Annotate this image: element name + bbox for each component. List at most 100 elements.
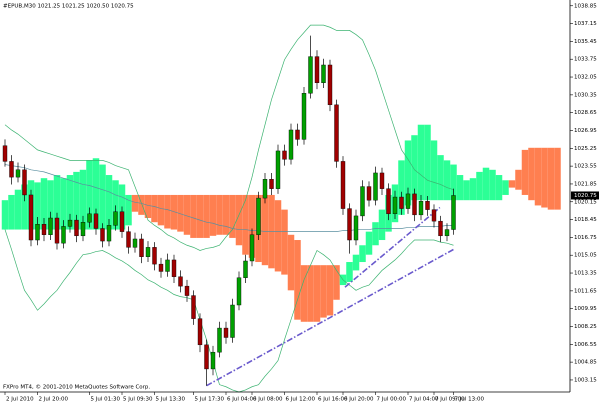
cloud-bar bbox=[417, 124, 425, 201]
candle-body bbox=[35, 224, 40, 241]
cloud-bar bbox=[463, 180, 470, 201]
cloud-bar bbox=[170, 194, 178, 230]
candle-body bbox=[282, 150, 287, 160]
x-tick-label: 5 Jul 09:30 bbox=[123, 397, 153, 403]
cloud-bar bbox=[495, 175, 503, 201]
cloud-bar bbox=[92, 158, 100, 230]
x-tick-label: 7 Jul 09:00 bbox=[435, 397, 465, 403]
candle-body bbox=[249, 234, 255, 262]
cloud-bar bbox=[443, 160, 451, 201]
cloud-bar bbox=[476, 171, 483, 201]
candle-body bbox=[139, 238, 144, 257]
cloud-bar bbox=[489, 169, 496, 201]
cloud-bar bbox=[313, 265, 321, 322]
candle-body bbox=[184, 285, 190, 296]
x-tick-label: 6 Jul 04:00 bbox=[227, 397, 257, 403]
cloud-bar bbox=[196, 194, 204, 238]
candle-body bbox=[126, 231, 131, 248]
cloud-bar bbox=[190, 194, 197, 238]
cloud-bar bbox=[248, 194, 256, 258]
candle-body bbox=[61, 226, 66, 244]
cloud-bar bbox=[21, 184, 28, 230]
cloud-bar bbox=[307, 265, 314, 322]
candle-body bbox=[132, 238, 138, 248]
indicator-line bbox=[4, 164, 454, 232]
candle-body bbox=[2, 145, 8, 162]
candle-body bbox=[217, 327, 222, 353]
x-tick-label: 7 Jul 04:00 bbox=[409, 397, 439, 403]
candle-body bbox=[269, 179, 274, 189]
cloud-bar bbox=[222, 194, 230, 235]
cloud-bar bbox=[541, 147, 548, 208]
candle-body bbox=[347, 208, 352, 241]
cloud-bar bbox=[60, 178, 67, 230]
cloud-bar bbox=[242, 194, 249, 255]
cloud-bar bbox=[528, 147, 535, 201]
candle-body bbox=[399, 196, 404, 209]
cloud-bar bbox=[209, 194, 217, 236]
candle-body bbox=[451, 195, 456, 230]
y-tick-label: 1018.45 bbox=[574, 217, 597, 223]
cloud-bar bbox=[8, 194, 15, 230]
candle-body bbox=[288, 129, 294, 160]
candle-body bbox=[171, 259, 177, 277]
x-tick-label: 2 Jul 20:00 bbox=[39, 397, 69, 403]
candle-body bbox=[119, 211, 125, 232]
candle-body bbox=[145, 247, 151, 257]
cloud-bar bbox=[73, 171, 80, 230]
cloud-bar bbox=[151, 194, 158, 223]
candle-body bbox=[191, 295, 196, 319]
y-tick-label: 1016.75 bbox=[574, 235, 597, 241]
cloud-bar bbox=[125, 194, 132, 226]
candle-body bbox=[15, 169, 21, 178]
candle-body bbox=[386, 188, 391, 215]
candle-body bbox=[223, 327, 229, 338]
candle-body bbox=[405, 193, 411, 209]
cloud-bar bbox=[404, 140, 412, 206]
cloud-bar bbox=[40, 178, 48, 230]
candle-body bbox=[262, 179, 268, 199]
candle-body bbox=[113, 211, 118, 226]
cloud-bar bbox=[378, 209, 386, 241]
cloud-bar bbox=[482, 167, 490, 201]
y-tick-label: 1026.95 bbox=[574, 128, 597, 134]
y-tick-label: 1006.55 bbox=[574, 342, 597, 348]
candle-body bbox=[28, 194, 34, 241]
candle-body bbox=[48, 217, 53, 235]
trend-line bbox=[344, 206, 441, 288]
x-tick-label: 5 Jul 13:30 bbox=[156, 397, 186, 403]
cloud-bar bbox=[66, 175, 74, 230]
candle-body bbox=[165, 259, 170, 272]
candle-body bbox=[425, 201, 430, 210]
cloud-bar bbox=[294, 240, 301, 320]
x-tick-label: 2 Jul 2010 bbox=[6, 397, 34, 403]
candle-body bbox=[152, 247, 157, 265]
x-tick-label: 5 Jul 17:30 bbox=[195, 397, 225, 403]
candle-body bbox=[340, 161, 346, 209]
y-tick-label: 1023.55 bbox=[574, 164, 597, 170]
indicator-line bbox=[4, 229, 454, 393]
candle-body bbox=[178, 276, 183, 287]
cloud-bar bbox=[365, 231, 373, 255]
y-tick-label: 1035.45 bbox=[574, 39, 597, 45]
cloud-bar bbox=[164, 194, 171, 229]
cloud-bar bbox=[144, 194, 152, 219]
cloud-bar bbox=[372, 222, 379, 246]
cloud-bar bbox=[235, 194, 243, 246]
cloud-bar bbox=[14, 189, 22, 230]
cloud-bar bbox=[79, 169, 87, 230]
y-tick-label: 1028.65 bbox=[574, 110, 597, 116]
y-tick-label: 1009.95 bbox=[574, 306, 597, 312]
y-tick-label: 1021.85 bbox=[574, 181, 597, 187]
candle-body bbox=[301, 93, 307, 140]
cloud-bar bbox=[1, 200, 9, 230]
y-tick-label: 1030.35 bbox=[574, 92, 597, 98]
cloud-bar bbox=[112, 180, 119, 230]
cloud-bar bbox=[281, 209, 288, 275]
trend-line bbox=[206, 248, 454, 387]
candle-body bbox=[204, 344, 209, 370]
candle-body bbox=[295, 129, 300, 140]
candle-body bbox=[353, 215, 359, 241]
cloud-bar bbox=[411, 135, 418, 201]
